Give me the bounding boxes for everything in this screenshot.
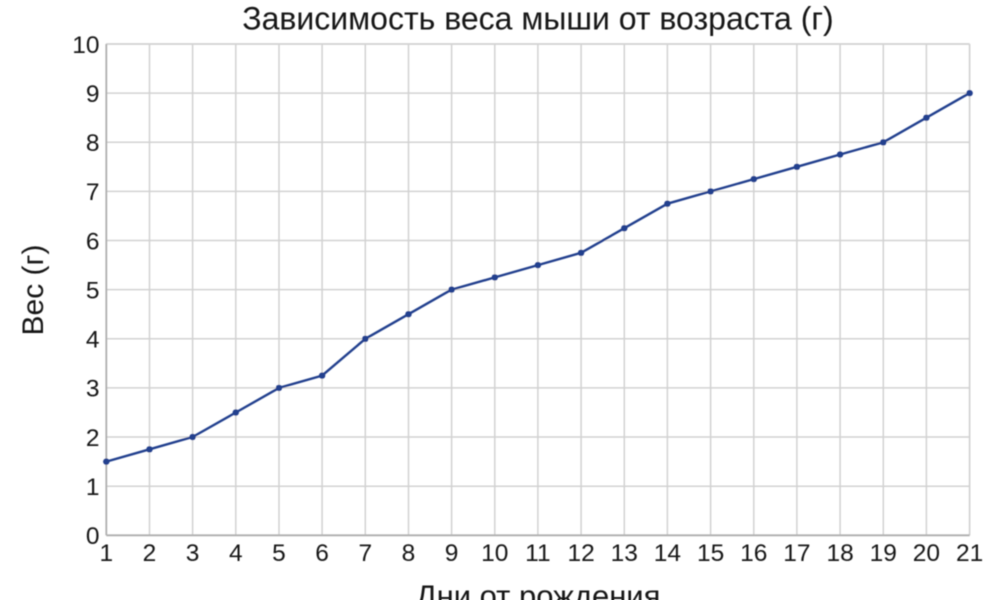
- svg-text:16: 16: [740, 540, 767, 567]
- svg-text:21: 21: [956, 540, 983, 567]
- svg-text:0: 0: [86, 523, 100, 550]
- svg-text:19: 19: [870, 540, 897, 567]
- svg-text:20: 20: [913, 540, 940, 567]
- svg-text:1: 1: [99, 540, 113, 567]
- svg-text:12: 12: [567, 540, 594, 567]
- svg-text:8: 8: [402, 540, 416, 567]
- svg-text:6: 6: [86, 228, 100, 255]
- svg-text:7: 7: [358, 540, 372, 567]
- svg-text:5: 5: [86, 277, 100, 304]
- svg-text:10: 10: [481, 540, 508, 567]
- svg-text:10: 10: [72, 32, 99, 59]
- svg-text:4: 4: [229, 540, 243, 567]
- svg-text:9: 9: [445, 540, 459, 567]
- svg-text:17: 17: [783, 540, 810, 567]
- svg-text:Зависимость веса мыши от возра: Зависимость веса мыши от возраста (г): [242, 1, 833, 37]
- svg-text:4: 4: [86, 327, 100, 354]
- svg-text:1: 1: [86, 474, 100, 501]
- svg-text:Вес (г): Вес (г): [17, 245, 50, 336]
- svg-text:7: 7: [86, 179, 100, 206]
- svg-text:9: 9: [86, 81, 100, 108]
- svg-text:3: 3: [86, 376, 100, 403]
- svg-text:15: 15: [697, 540, 724, 567]
- svg-text:Дни от рождения: Дни от рождения: [416, 579, 661, 600]
- svg-text:3: 3: [186, 540, 200, 567]
- svg-text:2: 2: [86, 425, 100, 452]
- svg-text:13: 13: [611, 540, 638, 567]
- svg-text:14: 14: [654, 540, 681, 567]
- svg-text:6: 6: [315, 540, 329, 567]
- svg-text:2: 2: [143, 540, 157, 567]
- svg-text:18: 18: [826, 540, 853, 567]
- svg-text:5: 5: [272, 540, 286, 567]
- svg-text:11: 11: [525, 540, 550, 567]
- svg-text:8: 8: [86, 130, 100, 157]
